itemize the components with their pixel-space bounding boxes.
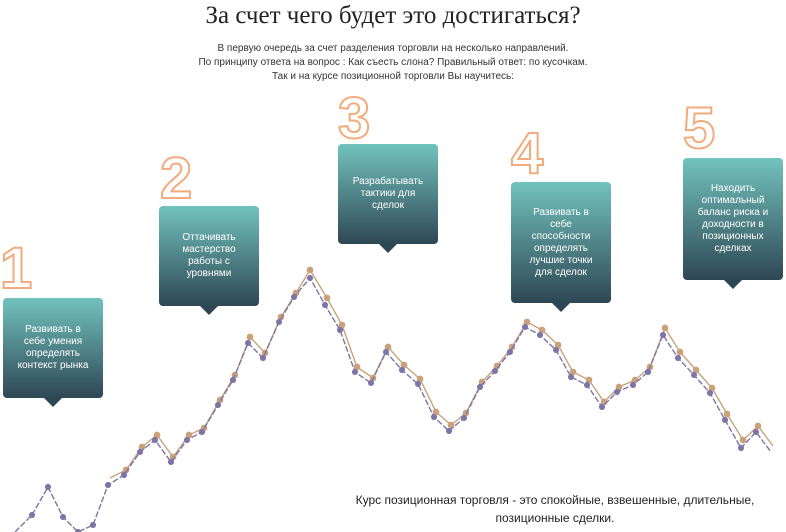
step-text: контекст рынка bbox=[17, 360, 89, 371]
step-box: Оттачивать мастерство работы с уровнями bbox=[159, 206, 259, 315]
step-text: способности bbox=[531, 230, 591, 242]
step-box: Развивать в себе способности определять лучш… bbox=[511, 182, 611, 312]
purple-line bbox=[14, 274, 772, 532]
step-box: Развивать в себе умения определять контекст… bbox=[3, 298, 103, 407]
step-text: уровнями bbox=[186, 268, 232, 279]
footer-line: позиционные сделки. bbox=[495, 511, 615, 525]
step-text: Разрабатывать bbox=[352, 176, 424, 187]
step-text: лучшие точки bbox=[529, 254, 593, 266]
step-text: оптимальный bbox=[701, 195, 765, 206]
step-text: позиционных bbox=[702, 231, 764, 242]
step-text: Развивать в bbox=[25, 324, 81, 335]
step-number: 4 bbox=[510, 121, 544, 186]
title: За счет чего будет это достигаться? bbox=[205, 2, 581, 29]
step-number: 1 bbox=[0, 236, 33, 301]
step-text: себе умения bbox=[23, 336, 83, 347]
step-text: работы с bbox=[188, 256, 230, 267]
step-text: определять bbox=[26, 348, 80, 359]
step-text: сделок bbox=[372, 200, 404, 211]
step-text: мастерство bbox=[182, 244, 236, 255]
intro: В первую очередь за счет разделения торг… bbox=[0, 42, 786, 84]
step-text: тактики для bbox=[360, 188, 416, 199]
step-text: сделках bbox=[714, 243, 752, 254]
intro-line: По принципу ответа на вопрос : Как съест… bbox=[198, 57, 588, 68]
footer: Курс позиционная торговля - это спокойны… bbox=[330, 491, 780, 527]
step-number: 5 bbox=[682, 96, 716, 161]
step-box: Разрабатывать тактики для сделок bbox=[338, 144, 438, 253]
step-text: Находить bbox=[710, 183, 756, 194]
step-box: Находить оптимальный баланс риска и доходно… bbox=[683, 158, 783, 289]
step-text: Оттачивать bbox=[182, 232, 236, 243]
step-text: Развивать в bbox=[533, 206, 589, 218]
step-text: себе bbox=[550, 218, 572, 230]
step-text: определять bbox=[534, 242, 588, 254]
step-number: 3 bbox=[337, 86, 371, 151]
step-text: доходности в bbox=[702, 219, 764, 230]
step-text: для сделок bbox=[535, 266, 587, 278]
intro-line: В первую очередь за счет разделения торг… bbox=[217, 43, 569, 54]
step-text: баланс риска и bbox=[697, 207, 769, 218]
footer-line: Курс позиционная торговля - это спокойны… bbox=[355, 493, 755, 507]
step-number: 2 bbox=[159, 146, 193, 211]
intro-line: Так и на курсе позиционной торговли Вы н… bbox=[271, 71, 515, 82]
